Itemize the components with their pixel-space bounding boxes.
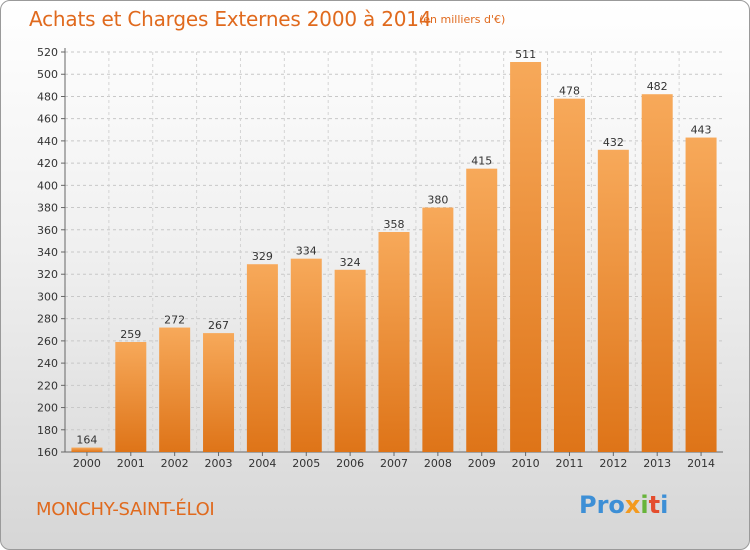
bar	[115, 342, 147, 452]
chart-units: (en milliers d'€)	[419, 13, 506, 26]
logo-part: x	[624, 491, 641, 519]
y-tick-label: 460	[37, 113, 58, 126]
x-tick-label: 2012	[599, 457, 627, 470]
data-label: 443	[691, 124, 712, 137]
x-tick-label: 2003	[205, 457, 233, 470]
data-label: 272	[164, 314, 185, 327]
y-tick-label: 380	[37, 202, 58, 215]
data-labels: 164 259 272 267 329 334 324 358 380 415 511 478 432 4…	[76, 48, 711, 447]
y-tick-label: 480	[37, 90, 58, 103]
x-tick-label: 2013	[643, 457, 671, 470]
y-tick-label: 360	[37, 224, 58, 237]
bar	[553, 98, 585, 453]
proxiti-logo[interactable]: Proxiti	[579, 491, 668, 519]
chart-title: Achats et Charges Externes 2000 à 2014	[29, 7, 432, 31]
bar	[641, 94, 673, 452]
bar	[290, 258, 322, 452]
x-tick-label: 2010	[512, 457, 540, 470]
y-tick-label: 180	[37, 424, 58, 437]
data-label: 334	[296, 245, 317, 258]
y-tick-label: 420	[37, 157, 58, 170]
y-tick-label: 300	[37, 290, 58, 303]
town-name: MONCHY-SAINT-ÉLOI	[36, 499, 215, 520]
x-tick-label: 2007	[380, 457, 408, 470]
y-tick-label: 520	[37, 46, 58, 59]
bar	[246, 264, 278, 452]
x-tick-label: 2000	[73, 457, 101, 470]
data-label: 380	[427, 194, 448, 207]
x-tick-label: 2006	[336, 457, 364, 470]
y-tick-label: 440	[37, 135, 58, 148]
logo-part: t	[648, 491, 661, 519]
data-label: 511	[515, 48, 536, 61]
y-tick-label: 160	[37, 446, 58, 459]
x-tick-label: 2002	[161, 457, 189, 470]
data-label: 478	[559, 85, 580, 98]
bar	[159, 327, 191, 452]
x-tick-label: 2011	[555, 457, 583, 470]
bar	[422, 207, 454, 452]
data-label: 324	[340, 256, 361, 269]
bar	[203, 333, 235, 452]
y-tick-label: 320	[37, 268, 58, 281]
bar	[597, 149, 629, 452]
data-label: 164	[76, 434, 97, 447]
y-tick-label: 260	[37, 335, 58, 348]
logo-part: Pro	[579, 491, 625, 519]
bar	[466, 168, 498, 452]
data-label: 329	[252, 250, 273, 263]
bar	[71, 447, 103, 452]
y-tick-label: 340	[37, 246, 58, 259]
y-tick-label: 200	[37, 402, 58, 415]
data-label: 482	[647, 80, 668, 93]
y-tick-label: 500	[37, 68, 58, 81]
x-tick-label: 2001	[117, 457, 145, 470]
y-tick-label: 400	[37, 179, 58, 192]
bar	[378, 232, 410, 452]
x-tick-label: 2014	[687, 457, 715, 470]
x-tick-label: 2009	[468, 457, 496, 470]
bar	[510, 62, 542, 452]
x-tick-label: 2005	[292, 457, 320, 470]
bars	[71, 62, 717, 453]
data-label: 267	[208, 319, 229, 332]
y-tick-label: 280	[37, 313, 58, 326]
data-label: 259	[120, 328, 141, 341]
x-tick-label: 2004	[248, 457, 276, 470]
bar	[685, 137, 717, 453]
y-tick-label: 240	[37, 357, 58, 370]
x-tick-label: 2008	[424, 457, 452, 470]
bar	[334, 269, 366, 452]
data-label: 415	[471, 155, 492, 168]
y-tick-label: 220	[37, 379, 58, 392]
logo-part: i	[640, 491, 649, 519]
axes: 160 180 200 220 240 260 280 300 320 340 360 380 400 4…	[37, 46, 723, 470]
data-label: 358	[384, 218, 405, 231]
logo-part: i	[660, 491, 669, 519]
data-label: 432	[603, 136, 624, 149]
